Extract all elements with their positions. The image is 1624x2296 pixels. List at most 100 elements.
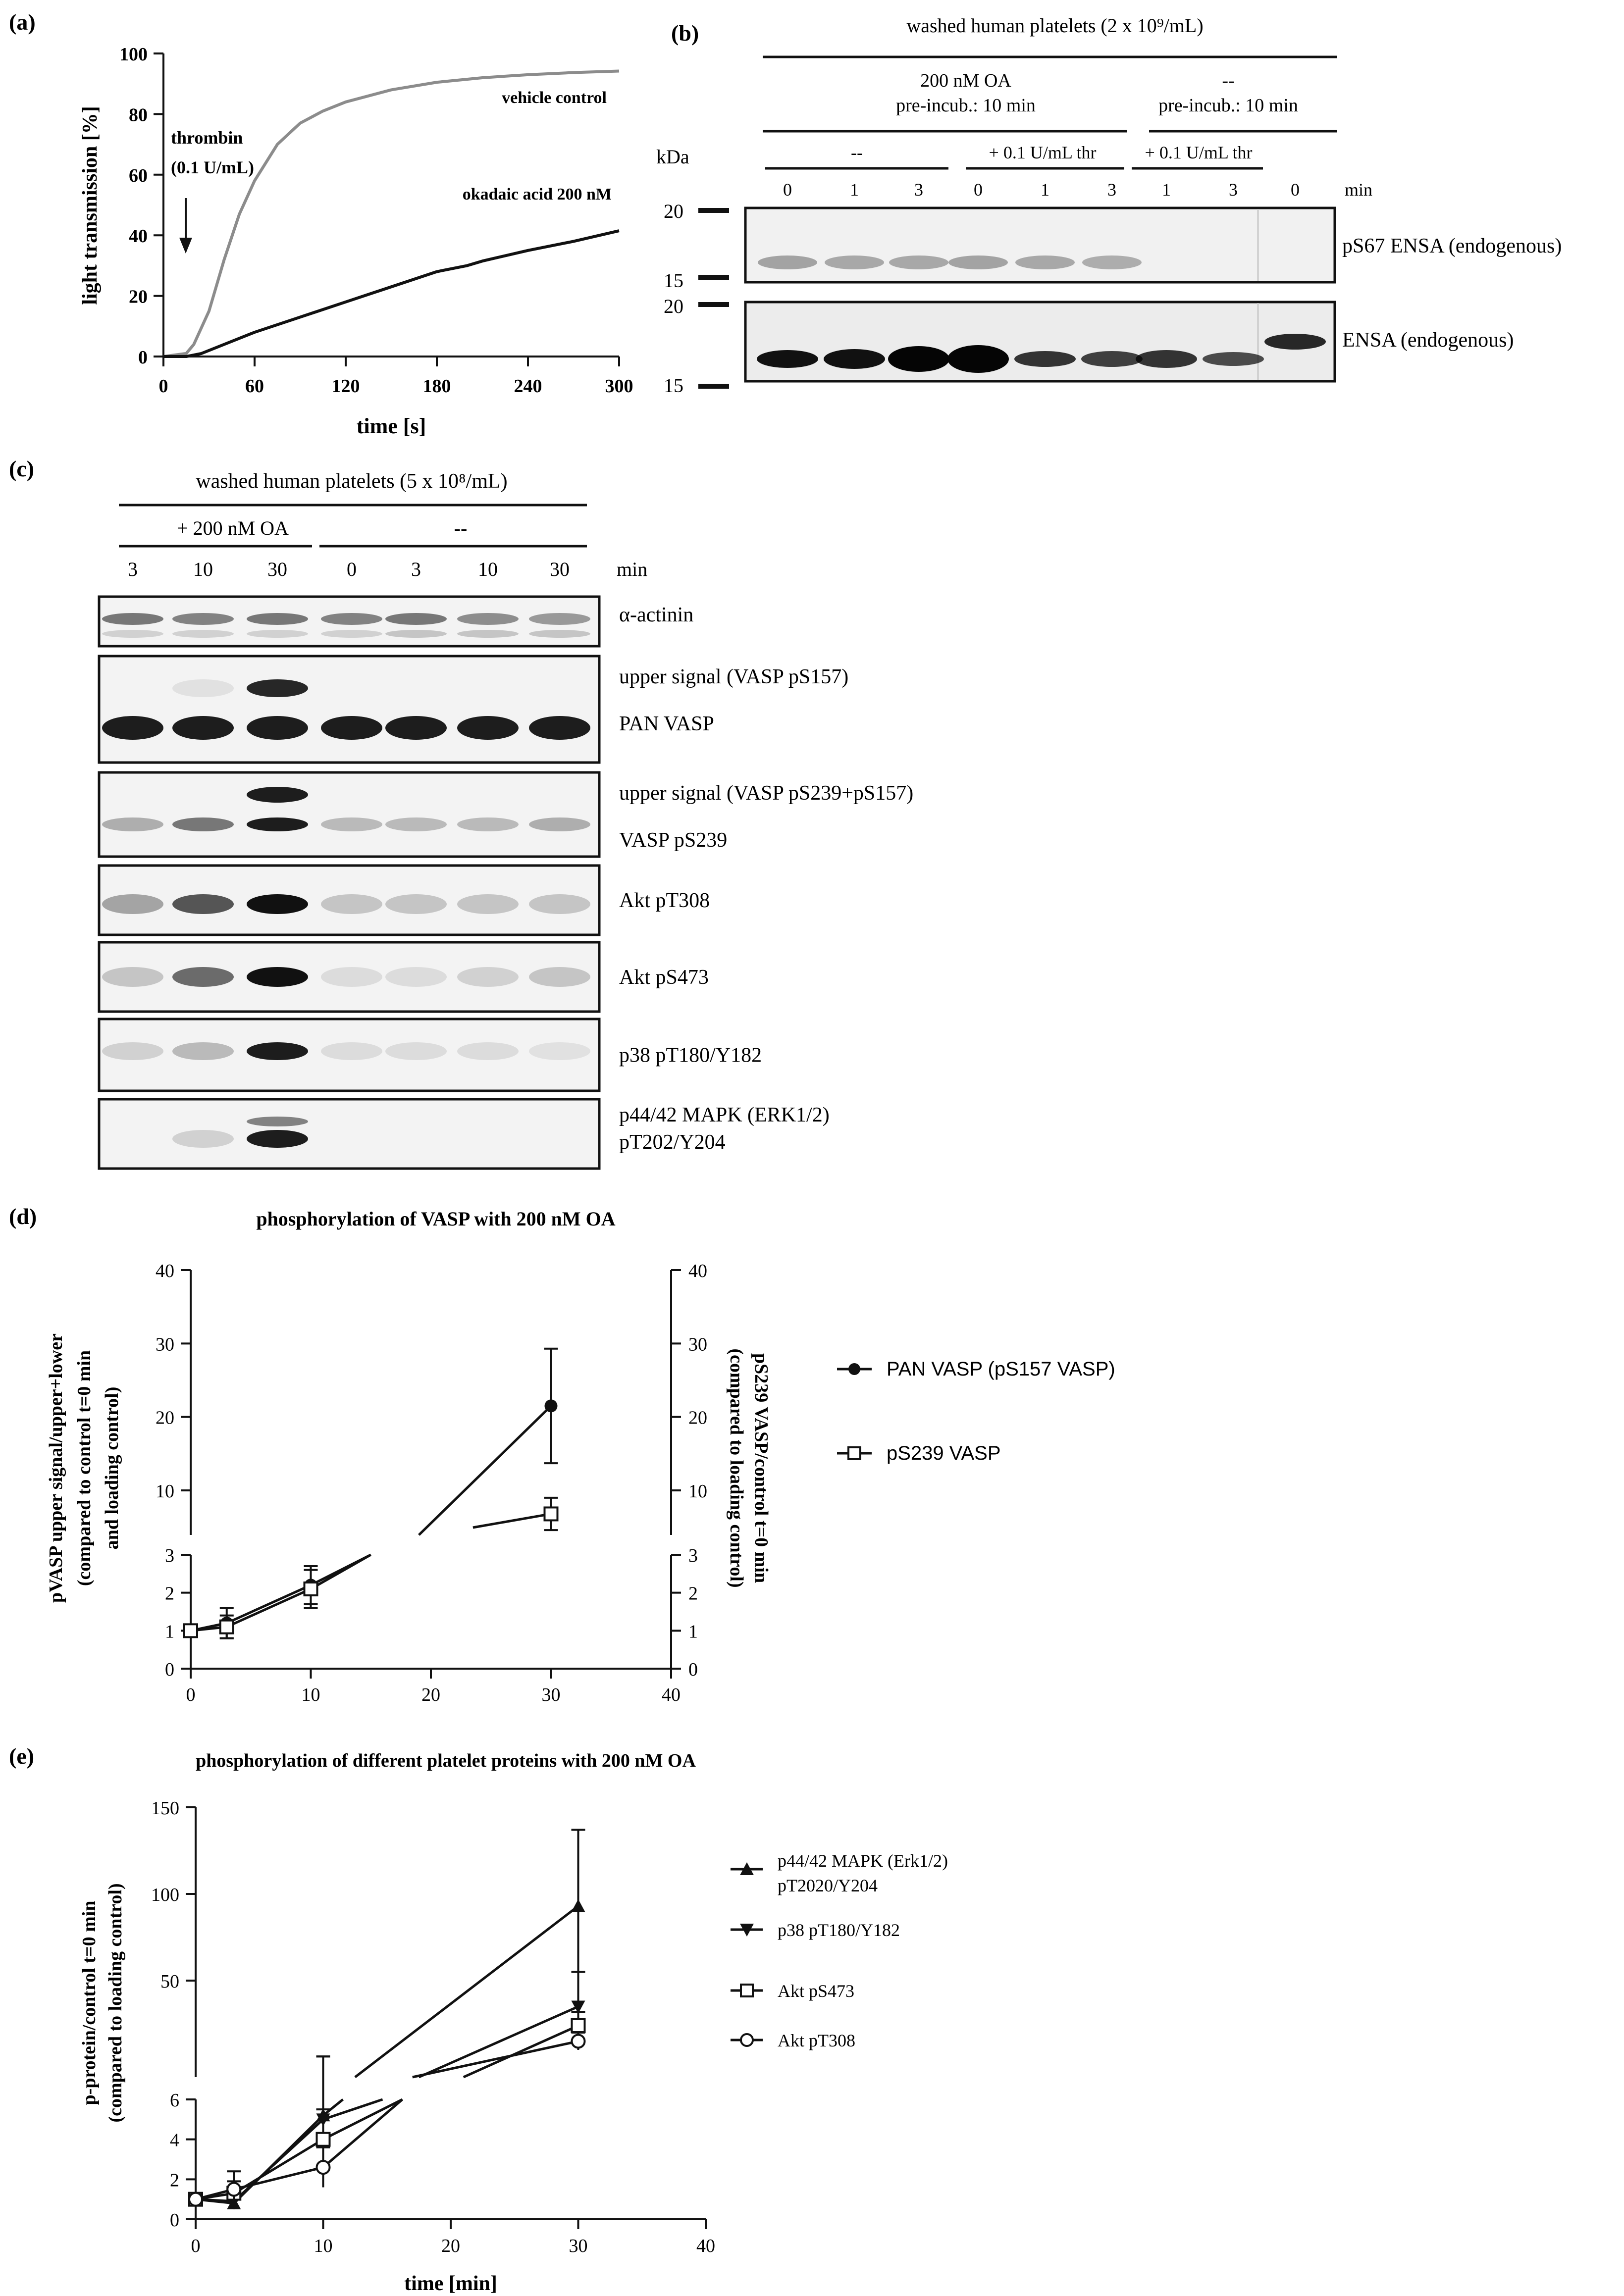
series-p38	[189, 1971, 585, 2208]
x-tick-label: 20	[421, 1684, 440, 1705]
band	[172, 1042, 234, 1060]
band	[247, 1130, 308, 1148]
band	[172, 716, 234, 740]
blot-ps67-ensa	[744, 206, 1336, 284]
band	[321, 894, 382, 914]
x-tick-label: 180	[423, 376, 451, 397]
panel-d-ylabel-left-1: pVASP upper signal/upper+lower	[46, 1333, 66, 1603]
series-line	[190, 1587, 312, 1632]
panel-e-legend: p44/42 MAPK (Erk1/2) pT2020/Y204 p38 pT180…	[731, 1851, 948, 2050]
blot-pan-vasp: upper signal (VASP pS157) PAN VASP	[98, 655, 848, 764]
band	[102, 967, 163, 987]
band	[172, 630, 234, 638]
band	[385, 613, 447, 625]
lane-label: 3	[914, 180, 923, 200]
y-tick-label-right: 1	[688, 1621, 698, 1642]
band	[1136, 350, 1197, 368]
blot-vasp-ps239: upper signal (VASP pS239+pS157) VASP pS23…	[98, 771, 913, 858]
band	[824, 349, 885, 369]
band	[529, 894, 590, 914]
band	[247, 716, 308, 740]
band	[457, 613, 519, 625]
panel-e-axes	[195, 1807, 706, 2220]
marker-15-bottom: 15	[664, 374, 683, 397]
band	[172, 894, 234, 914]
series-erk12	[189, 1829, 585, 2209]
x-tick-label: 10	[302, 1684, 320, 1705]
band	[947, 345, 1009, 373]
x-tick-label: 20	[441, 2236, 460, 2256]
band	[457, 817, 519, 831]
band	[172, 817, 234, 831]
data-point	[303, 1582, 318, 1596]
x-tick-label: 120	[332, 376, 360, 397]
series-line	[354, 1905, 579, 2078]
panel-b-sub2: + 0.1 U/mL thr	[989, 143, 1097, 162]
lane-label: 10	[193, 558, 213, 580]
marker-band	[698, 275, 729, 280]
blot-label: p38 pT180/Y182	[619, 1044, 762, 1067]
x-tick-label: 240	[514, 376, 542, 397]
y-tick-label: 50	[160, 1971, 179, 1992]
y-tick-label-left: 0	[165, 1659, 174, 1680]
y-tick-label-right: 2	[688, 1583, 698, 1604]
blot-akt-pt308: Akt pT308	[98, 864, 710, 936]
series-line	[310, 1553, 371, 1590]
series-line	[322, 2098, 383, 2121]
panel-d-ylabel-left-3: and loading control)	[102, 1387, 122, 1550]
lane-label: 0	[1291, 180, 1300, 200]
band	[172, 679, 234, 697]
blot-erk12: p44/42 MAPK (ERK1/2) pT202/Y204	[98, 1098, 830, 1170]
lane-label: 0	[974, 180, 983, 200]
lane-label: 10	[478, 558, 498, 580]
band	[247, 787, 308, 803]
lane-label: 3	[128, 558, 138, 580]
x-tick-label: 0	[186, 1684, 196, 1705]
legend-label: p38 pT180/Y182	[778, 1920, 900, 1940]
band	[385, 1042, 447, 1060]
band	[385, 894, 447, 914]
panel-b-size-markers: 20 15 20 15	[664, 200, 729, 397]
band	[172, 967, 234, 987]
blot-label-ensa: ENSA (endogenous)	[1342, 329, 1514, 352]
y-tick-label-right: 20	[688, 1408, 707, 1429]
data-point	[571, 2018, 586, 2033]
series-line	[418, 2005, 579, 2079]
blot-label: upper signal (VASP pS157)	[619, 665, 848, 688]
blot-p38: p38 pT180/Y182	[98, 1018, 762, 1092]
x-tick-label: 0	[159, 376, 168, 397]
series-line	[412, 2040, 579, 2079]
legend-marker-circle	[740, 2033, 754, 2047]
panel-b-sub3: + 0.1 U/mL thr	[1145, 143, 1253, 162]
marker-15-top: 15	[664, 269, 683, 292]
blot-label: α-actinin	[619, 604, 693, 626]
data-point	[315, 2132, 331, 2147]
panel-e: (e) phosphorylation of different platele…	[9, 1743, 948, 2295]
band	[321, 1042, 382, 1060]
x-tick-label: 60	[245, 376, 264, 397]
panel-a: (a) 0 60 120 180 240 300 0 20 40 60 80 100 light tr…	[9, 9, 633, 438]
panel-a-annotation-thrombin: thrombin	[171, 128, 243, 148]
panel-b-title: washed human platelets (2 x 10⁹/mL)	[906, 14, 1203, 37]
legend-marker-triangle-down	[740, 1924, 754, 1937]
lane-label: 3	[1229, 180, 1238, 200]
panel-e-title: phosphorylation of different platelet pr…	[196, 1750, 696, 1771]
panel-a-ticks: 0 60 120 180 240 300 0 20 40 60 80 100	[119, 44, 633, 397]
blot-label: VASP pS239	[619, 829, 727, 852]
band	[385, 716, 447, 740]
y-tick-label-left: 10	[156, 1481, 174, 1502]
band	[247, 1117, 308, 1126]
band	[321, 967, 382, 987]
y-tick-label-right: 30	[688, 1334, 707, 1355]
blot-frame	[744, 206, 1336, 284]
y-tick-label: 40	[129, 226, 148, 247]
band	[757, 350, 818, 368]
band	[529, 1042, 590, 1060]
blot-frame	[98, 655, 601, 764]
lane-label: 0	[783, 180, 792, 200]
band	[385, 967, 447, 987]
marker-band	[698, 302, 729, 307]
panel-d-label: (d)	[9, 1204, 37, 1229]
band	[758, 255, 817, 269]
